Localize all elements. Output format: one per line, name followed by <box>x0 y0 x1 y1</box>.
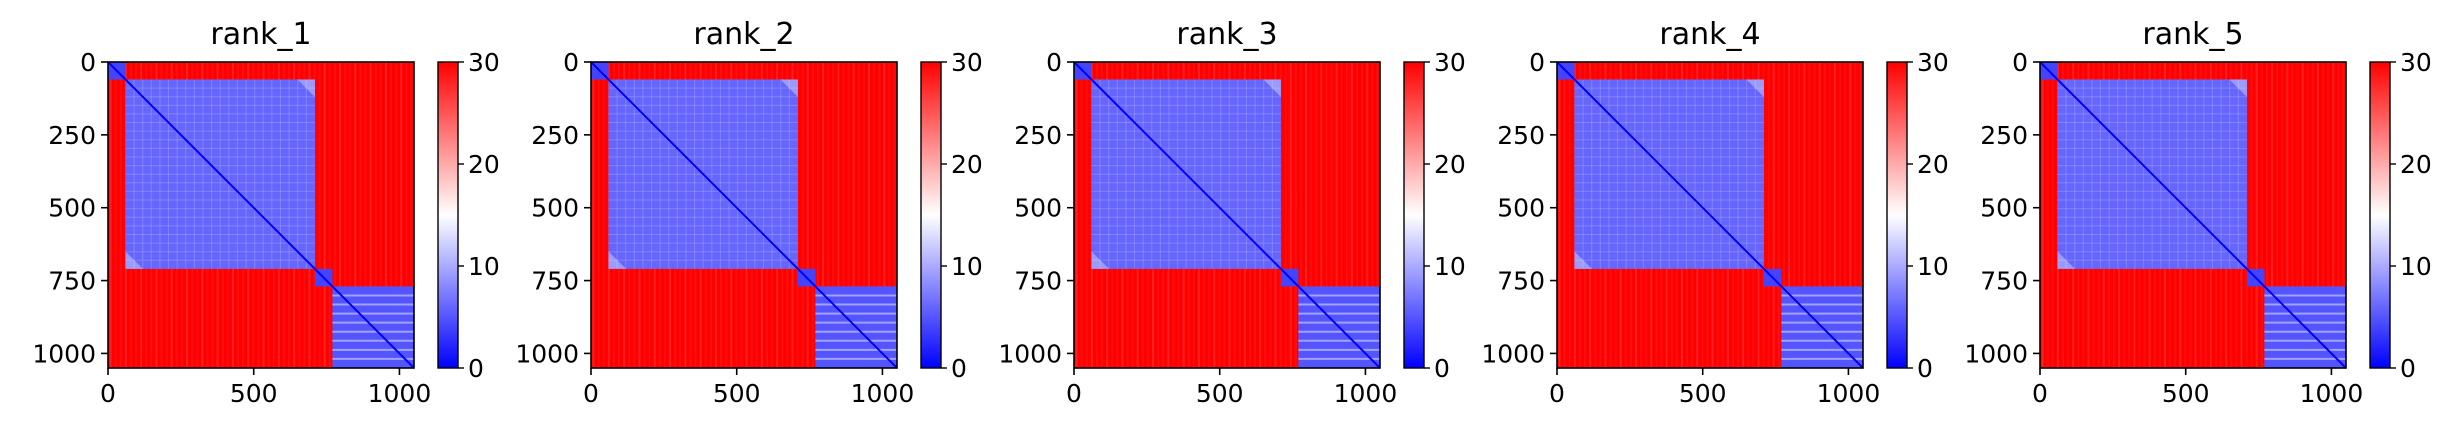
x-tick-label: 0 <box>1549 379 1565 408</box>
colorbar-tick-label: 0 <box>1434 354 1450 383</box>
y-tick-label: 250 <box>1014 121 1062 150</box>
heatmap-diagonal <box>1556 61 1864 369</box>
y-tick-label: 0 <box>80 48 96 77</box>
colorbar <box>920 61 942 369</box>
colorbar-tick-label: 30 <box>468 48 500 77</box>
plot-frame <box>1556 61 1864 369</box>
x-tick-label: 0 <box>100 379 116 408</box>
x-tick-label: 1000 <box>1334 379 1398 408</box>
colorbar-tick-label: 10 <box>1434 252 1466 281</box>
block-texture <box>1574 79 1863 360</box>
y-tick-label: 750 <box>531 267 579 296</box>
y-tick-label: 750 <box>1980 267 2028 296</box>
x-tick-label: 1000 <box>2300 379 2364 408</box>
colorbar-tick-label: 30 <box>1434 48 1466 77</box>
y-tick-label: 250 <box>1497 121 1545 150</box>
colorbar <box>437 61 459 369</box>
y-tick-label: 250 <box>531 121 579 150</box>
y-tick-label: 500 <box>1014 194 1062 223</box>
colorbar-tick-label: 0 <box>468 354 484 383</box>
y-tick-label: 500 <box>531 194 579 223</box>
heatmap-diagonal <box>1073 61 1381 369</box>
x-tick-label: 500 <box>713 379 761 408</box>
y-tick-label: 1000 <box>1481 339 1545 368</box>
colorbar <box>1403 61 1425 369</box>
colorbar-tick-label: 20 <box>2400 150 2432 179</box>
plot-frame <box>1073 61 1381 369</box>
panel-title: rank_3 <box>1176 17 1277 52</box>
plot-frame <box>2039 61 2347 369</box>
y-tick-label: 0 <box>2012 48 2028 77</box>
y-tick-label: 750 <box>48 267 96 296</box>
x-tick-label: 0 <box>2032 379 2048 408</box>
panel-title: rank_2 <box>693 17 794 52</box>
colorbar <box>1886 61 1908 369</box>
x-tick-label: 0 <box>1066 379 1082 408</box>
x-tick-label: 500 <box>2162 379 2210 408</box>
colorbar-tick-label: 30 <box>1917 48 1949 77</box>
colorbar-tick-label: 10 <box>468 252 500 281</box>
heatmap-diagonal <box>107 61 415 369</box>
y-tick-label: 0 <box>1529 48 1545 77</box>
y-tick-label: 500 <box>48 194 96 223</box>
y-tick-label: 0 <box>1046 48 1062 77</box>
plot-frame <box>107 61 415 369</box>
x-tick-label: 1000 <box>1817 379 1881 408</box>
colorbar-tick-label: 10 <box>951 252 983 281</box>
x-tick-label: 500 <box>1196 379 1244 408</box>
colorbar-tick-label: 0 <box>2400 354 2416 383</box>
x-tick-label: 0 <box>583 379 599 408</box>
y-tick-label: 1000 <box>32 339 96 368</box>
y-tick-label: 500 <box>1980 194 2028 223</box>
colorbar-tick-label: 10 <box>1917 252 1949 281</box>
panel-title: rank_4 <box>1659 17 1760 52</box>
y-tick-label: 1000 <box>1964 339 2028 368</box>
y-tick-label: 750 <box>1497 267 1545 296</box>
plot-frame <box>590 61 898 369</box>
block-texture <box>608 79 897 360</box>
y-tick-label: 1000 <box>515 339 579 368</box>
colorbar-tick-label: 20 <box>1917 150 1949 179</box>
panel-title: rank_1 <box>210 17 311 52</box>
colorbar-tick-label: 30 <box>2400 48 2432 77</box>
y-tick-label: 500 <box>1497 194 1545 223</box>
heatmap-diagonal <box>590 61 898 369</box>
colorbar-tick-label: 10 <box>2400 252 2432 281</box>
y-tick-label: 250 <box>1980 121 2028 150</box>
y-tick-label: 0 <box>563 48 579 77</box>
block-texture <box>2057 79 2346 360</box>
x-tick-label: 1000 <box>851 379 915 408</box>
colorbar <box>2369 61 2391 369</box>
x-tick-label: 500 <box>230 379 278 408</box>
colorbar-tick-label: 0 <box>1917 354 1933 383</box>
block-texture <box>125 79 414 360</box>
colorbar-tick-label: 20 <box>468 150 500 179</box>
colorbar-tick-label: 30 <box>951 48 983 77</box>
heatmap-diagonal <box>2039 61 2347 369</box>
y-tick-label: 750 <box>1014 267 1062 296</box>
x-tick-label: 1000 <box>368 379 432 408</box>
colorbar-tick-label: 20 <box>951 150 983 179</box>
panel-title: rank_5 <box>2142 17 2243 52</box>
block-texture <box>1091 79 1380 360</box>
colorbar-tick-label: 20 <box>1434 150 1466 179</box>
x-tick-label: 500 <box>1679 379 1727 408</box>
colorbar-tick-label: 0 <box>951 354 967 383</box>
y-tick-label: 250 <box>48 121 96 150</box>
y-tick-label: 1000 <box>998 339 1062 368</box>
